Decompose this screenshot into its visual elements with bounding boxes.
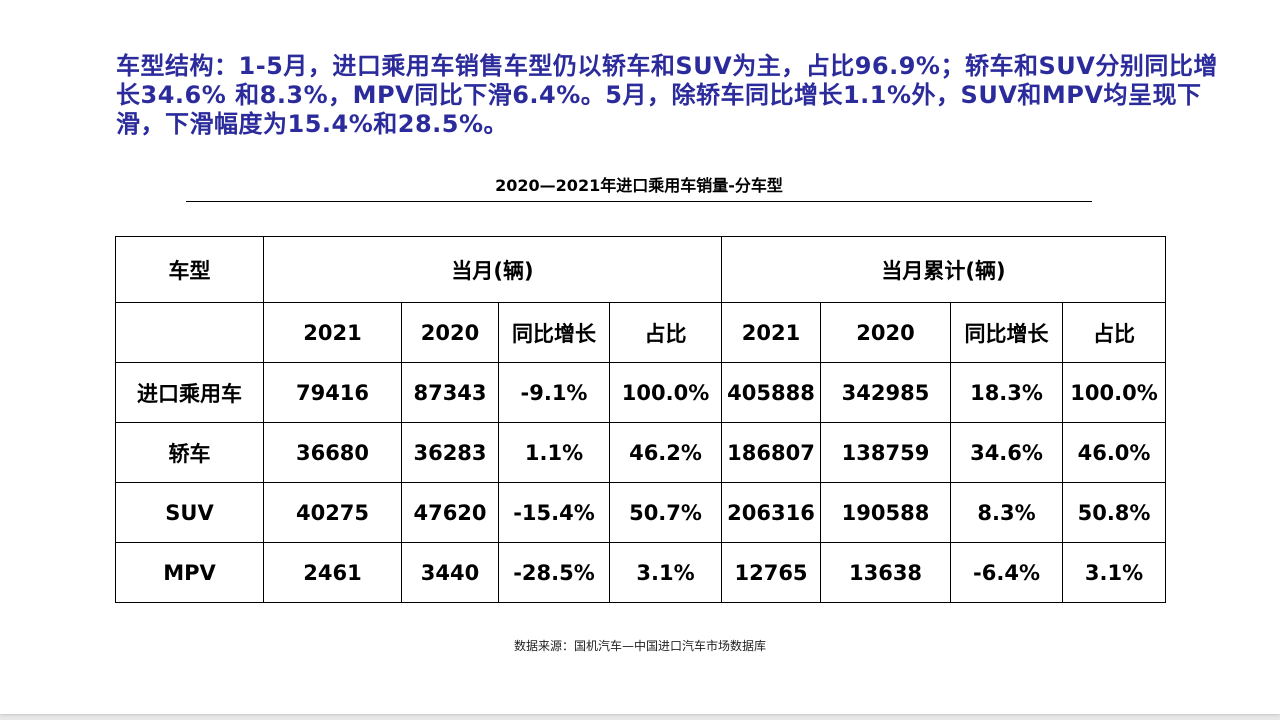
header-vehicle-type: 车型 (115, 236, 264, 303)
sales-table: 车型 当月(辆) 当月累计(辆) 2021 2020 同比增长 占比 2021 … (115, 236, 1167, 603)
header-row-group: 车型 当月(辆) 当月累计(辆) (115, 236, 1167, 303)
table-cell: -6.4% (950, 542, 1064, 603)
title-divider (186, 201, 1092, 202)
table-row: SUV 40275 47620 -15.4% 50.7% 206316 1905… (115, 482, 1167, 543)
table-cell: 405888 (721, 362, 822, 423)
table-row: 进口乘用车 79416 87343 -9.1% 100.0% 405888 34… (115, 362, 1167, 423)
table-cell: 3.1% (1062, 542, 1167, 603)
header-cell: 占比 (608, 302, 723, 363)
header-cell: 2020 (401, 302, 499, 363)
table-cell: -15.4% (498, 482, 610, 543)
table-cell: 342985 (820, 362, 952, 423)
data-source-note: 数据来源：国机汽车—中国进口汽车市场数据库 (513, 639, 766, 653)
table-cell: 18.3% (950, 362, 1064, 423)
table-cell: -28.5% (498, 542, 610, 603)
table-cell: 87343 (401, 362, 499, 423)
table-cell: 100.0% (1062, 362, 1167, 423)
header-monthly: 当月(辆) (262, 236, 723, 303)
row-label: 轿车 (115, 422, 264, 483)
table-cell: 8.3% (950, 482, 1064, 543)
table-cell: -9.1% (498, 362, 610, 423)
table-cell: 1.1% (498, 422, 610, 483)
table-row: 轿车 36680 36283 1.1% 46.2% 186807 138759 … (115, 422, 1167, 483)
header-cell: 占比 (1062, 302, 1167, 363)
table-cell: 206316 (721, 482, 822, 543)
header-cell: 同比增长 (498, 302, 610, 363)
table-cell: 13638 (820, 542, 952, 603)
table-cell: 47620 (401, 482, 499, 543)
headline: 车型结构：1-5月，进口乘用车销售车型仍以轿车和SUV为主，占比96.9%；轿车… (116, 52, 1218, 138)
header-empty-cell (115, 302, 264, 363)
table-cell: 50.8% (1062, 482, 1167, 543)
table-cell: 2461 (263, 542, 402, 603)
row-label: 进口乘用车 (115, 362, 264, 423)
header-cell: 同比增长 (950, 302, 1064, 363)
table-cell: 46.0% (1062, 422, 1167, 483)
header-row-sub: 2021 2020 同比增长 占比 2021 2020 同比增长 占比 (115, 302, 1167, 363)
table-cell: 34.6% (950, 422, 1064, 483)
table-cell: 12765 (721, 542, 822, 603)
header-cell: 2021 (263, 302, 402, 363)
table-cell: 36283 (401, 422, 499, 483)
row-label: SUV (115, 482, 264, 543)
table-cell: 46.2% (608, 422, 723, 483)
header-cell: 2021 (721, 302, 822, 363)
header-cell: 2020 (820, 302, 952, 363)
table-cell: 3.1% (608, 542, 723, 603)
table-row: MPV 2461 3440 -28.5% 3.1% 12765 13638 -6… (115, 542, 1167, 603)
table-title: 2020—2021年进口乘用车销量-分车型 (495, 176, 783, 195)
table-cell: 36680 (263, 422, 402, 483)
table-cell: 3440 (401, 542, 499, 603)
table-cell: 100.0% (608, 362, 723, 423)
table-cell: 186807 (721, 422, 822, 483)
table-cell: 40275 (263, 482, 402, 543)
table-cell: 79416 (263, 362, 402, 423)
table-cell: 190588 (820, 482, 952, 543)
table-cell: 50.7% (608, 482, 723, 543)
table-cell: 138759 (820, 422, 952, 483)
row-label: MPV (115, 542, 264, 603)
header-cumulative: 当月累计(辆) (721, 236, 1167, 303)
